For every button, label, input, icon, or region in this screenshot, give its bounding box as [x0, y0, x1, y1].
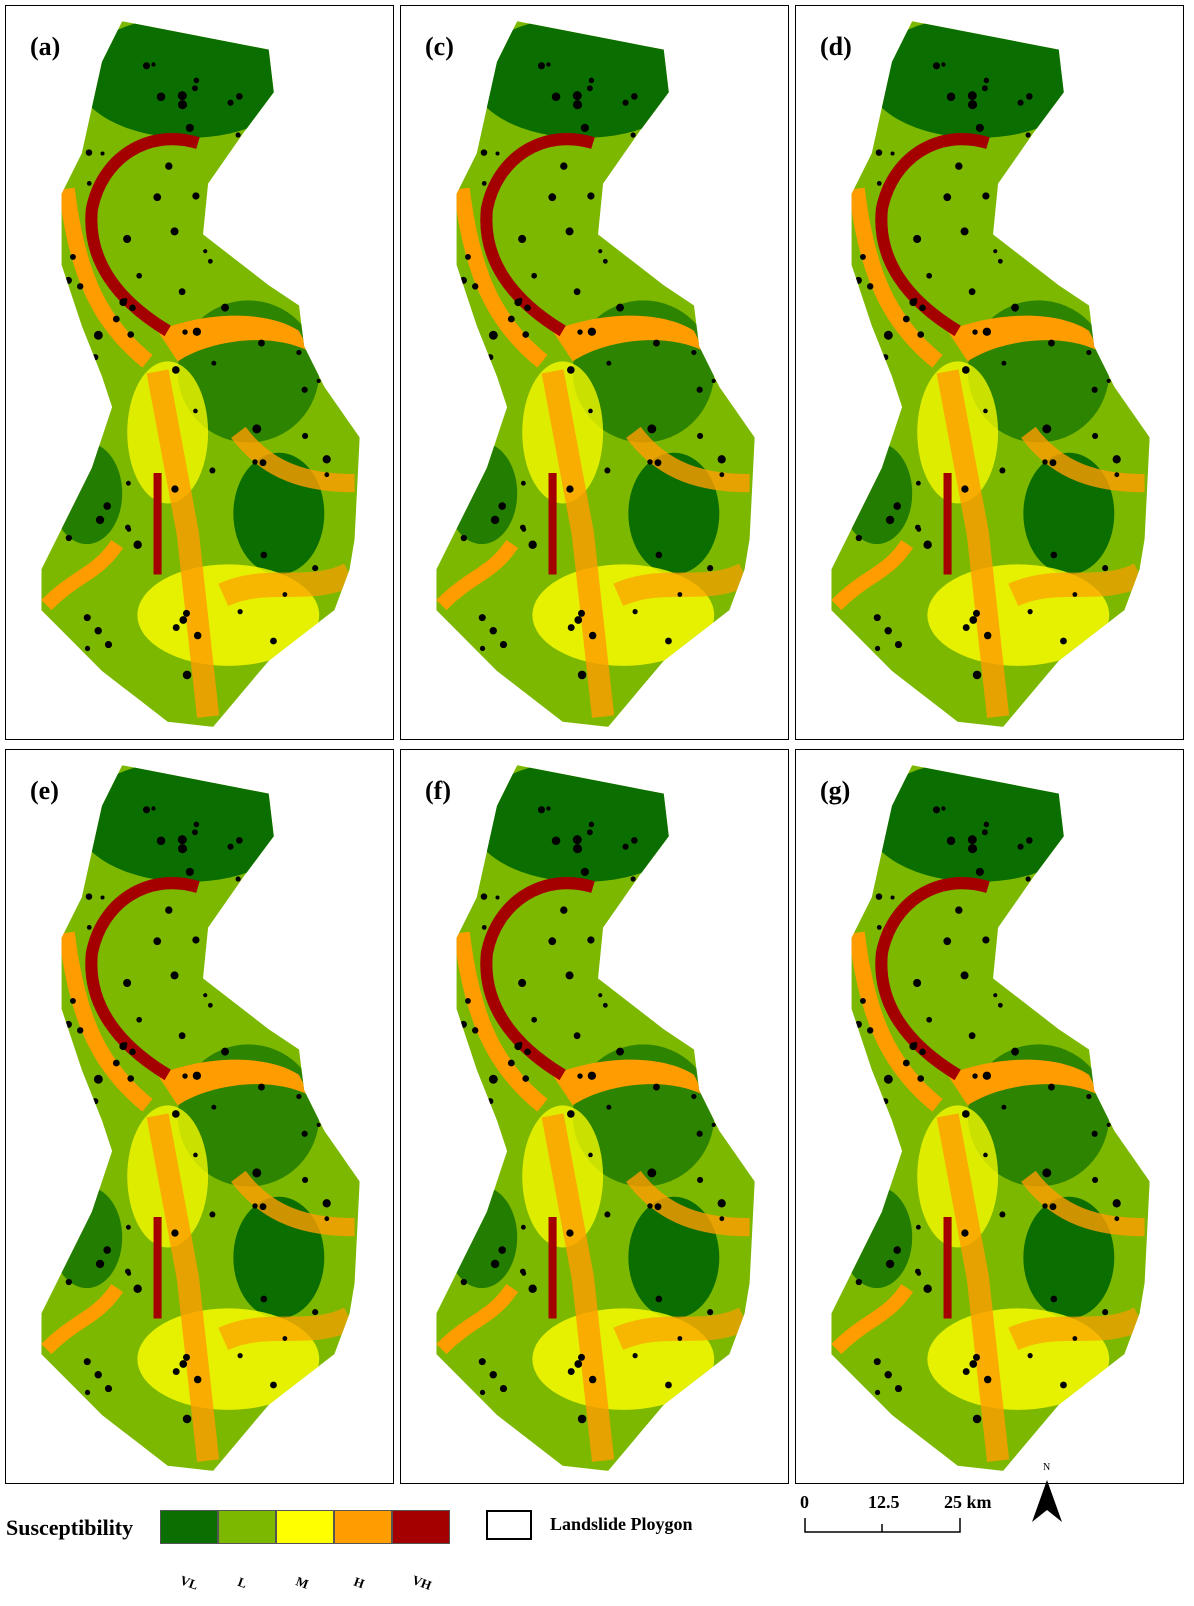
panel-label: (e) [30, 776, 59, 806]
legend-class-label: VL [178, 1572, 200, 1593]
legend-class-label: M [294, 1573, 311, 1592]
scale-bar [790, 1480, 970, 1550]
map-panel: (d) [795, 5, 1184, 740]
map-panel: (f) [400, 749, 789, 1484]
susceptibility-map [796, 6, 1183, 739]
map-panel: (e) [5, 749, 394, 1484]
panel-label: (f) [425, 776, 451, 806]
legend-class-label: H [352, 1574, 367, 1592]
legend-swatch [160, 1510, 218, 1544]
map-panel: (c) [400, 5, 789, 740]
susceptibility-map [6, 750, 393, 1483]
legend-class-label: L [236, 1574, 250, 1592]
legend-swatch [276, 1510, 334, 1544]
panel-label: (a) [30, 32, 60, 62]
polygon-label: Landslide Ploygon [550, 1514, 693, 1535]
legend-swatch [392, 1510, 450, 1544]
polygon-swatch [486, 1510, 532, 1540]
page: (a) (c) (d) (e) (f) (g) Susceptibility VL L M H V… [0, 0, 1194, 1606]
susceptibility-map [401, 750, 788, 1483]
susceptibility-map [796, 750, 1183, 1483]
panel-label: (d) [820, 32, 852, 62]
map-panel: (a) [5, 5, 394, 740]
north-arrow [1030, 1478, 1064, 1526]
susceptibility-map [6, 6, 393, 739]
panel-label: (c) [425, 32, 454, 62]
scale-label: 12.5 [868, 1492, 900, 1513]
legend-class-label: VH [410, 1572, 434, 1594]
legend-title: Susceptibility [6, 1515, 133, 1541]
susceptibility-map [401, 6, 788, 739]
panel-label: (g) [820, 776, 850, 806]
scale-label: 0 [800, 1492, 809, 1513]
legend-swatch [334, 1510, 392, 1544]
legend-swatch [218, 1510, 276, 1544]
scale-label: 25 km [944, 1492, 992, 1513]
north-label: N [1043, 1462, 1050, 1473]
map-panel: (g) [795, 749, 1184, 1484]
